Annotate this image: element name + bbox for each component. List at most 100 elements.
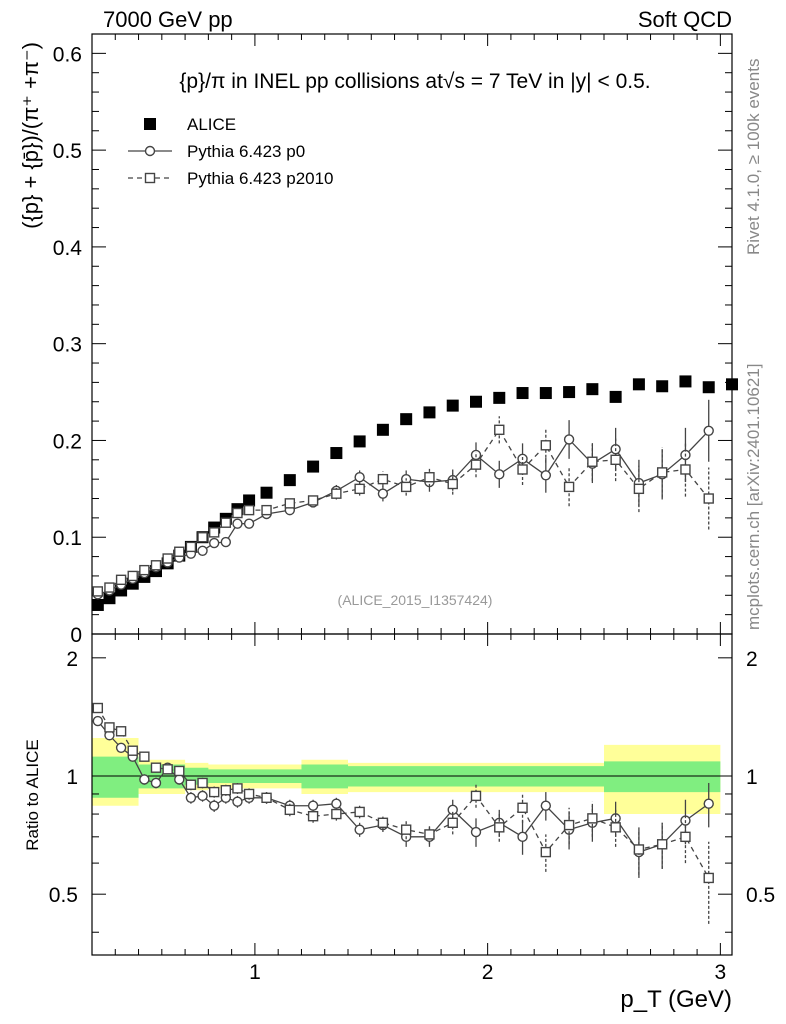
ratio-pythia-p2010-point	[284, 804, 296, 816]
pythia-p0-point	[540, 470, 552, 481]
header-right: Soft QCD	[637, 7, 732, 32]
ratio-pythia-p2010-point	[587, 813, 598, 824]
pythia-p2010-point	[174, 546, 185, 557]
pythia-p2010-point	[150, 560, 162, 571]
ratio-y-tick-label-right: 2	[746, 648, 758, 671]
alice-point	[563, 386, 576, 399]
pythia-p2010-point	[220, 517, 232, 528]
ratio-pythia-p2010-point	[307, 810, 319, 822]
legend-marker	[144, 118, 156, 130]
pythia-p2010-point	[232, 507, 243, 519]
main-y-tick-label: 0.6	[53, 43, 82, 66]
ratio-pythia-p2010-point	[208, 786, 220, 798]
ratio-pythia-p2010-point	[517, 802, 528, 813]
ratio-pythia-p2010-point	[354, 806, 365, 818]
alice-point	[493, 391, 506, 404]
pythia-p0-point	[243, 518, 255, 529]
alice-point	[91, 598, 104, 611]
pythia-p2010-point	[680, 464, 691, 475]
pythia-p2010-point	[354, 483, 365, 495]
ratio-pythia-p2010-point	[162, 764, 173, 775]
alice-point	[423, 406, 436, 419]
pythia-p2010-point	[447, 478, 458, 490]
ratio-pythia-p2010-point	[243, 788, 255, 800]
ratio-pythia-p0-point	[197, 790, 208, 802]
alice-point	[679, 375, 692, 388]
pythia-p2010-point	[517, 464, 528, 475]
ratio-pythia-p0-point	[331, 798, 342, 809]
main-y-tick-label: 0	[70, 624, 82, 647]
pythia-p2010-point	[656, 467, 668, 478]
pythia-p2010-point	[162, 553, 173, 564]
ratio-pythia-p2010-point	[232, 783, 243, 794]
main-y-tick-label: 0.3	[53, 334, 82, 357]
legend-label: ALICE	[187, 115, 236, 134]
ratio-pythia-p0-point	[517, 831, 528, 843]
ratio-pythia-p2010-point	[92, 702, 104, 714]
ratio-pythia-p0-point	[150, 777, 162, 789]
alice-point	[632, 378, 645, 391]
alice-point	[103, 592, 116, 605]
x-tick-label: 3	[715, 961, 727, 984]
pythia-p2010-point	[92, 586, 104, 597]
ratio-pythia-p2010-point	[377, 817, 389, 828]
main-y-tick-label: 0.1	[53, 527, 82, 550]
pythia-p2010-point	[284, 498, 296, 509]
ratio-pythia-p2010-point	[220, 785, 232, 796]
ratio-pythia-p0-point	[185, 792, 197, 804]
ratio-pythia-p2010-point	[680, 831, 691, 843]
ratio-pythia-p2010-point	[563, 819, 575, 831]
ratio-pythia-p2010-point	[494, 822, 505, 833]
ratio-pythia-p0-point	[540, 800, 552, 811]
ratio-pythia-p0-point	[232, 796, 243, 807]
pythia-p0-point	[703, 425, 714, 436]
legend-label: Pythia 6.423 p2010	[187, 169, 334, 188]
ratio-pythia-p0-point	[354, 824, 365, 835]
alice-point	[726, 378, 738, 391]
x-tick-label: 2	[482, 961, 494, 984]
alice-point	[586, 383, 599, 396]
alice-point	[307, 460, 320, 473]
legend-label: Pythia 6.423 p0	[187, 142, 305, 161]
ratio-pythia-p2010-point	[185, 779, 197, 790]
ratio-pythia-p2010-line	[97, 707, 710, 879]
pythia-p2010-point	[104, 582, 115, 593]
alice-point	[283, 474, 296, 487]
pythia-p0-point	[563, 434, 575, 445]
pythia-p2010-point	[540, 440, 552, 451]
ratio-pythia-p2010-point	[703, 872, 714, 884]
pythia-p2010-point	[470, 459, 482, 470]
alice-point	[353, 435, 366, 448]
ratio-frame	[91, 633, 733, 956]
ratio-pythia-p2010-point	[470, 790, 482, 802]
pythia-p0-line	[97, 430, 710, 595]
x-tick-label: 1	[249, 961, 261, 984]
ratio-pythia-p2010-point	[331, 808, 342, 820]
pythia-p2010-point	[243, 504, 255, 516]
alice-point	[702, 381, 715, 394]
alice-point	[656, 380, 669, 393]
ratio-pythia-p2010-point	[656, 839, 668, 850]
pythia-p0-point	[232, 518, 243, 529]
pythia-p2010-point	[115, 574, 127, 586]
plot-title: {p}/π in INEL pp collisions at√s = 7 TeV…	[179, 70, 650, 93]
ratio-y-axis-label: Ratio to ALICE	[23, 739, 42, 851]
ratio-pythia-p2010-point	[197, 777, 208, 789]
ratio-y-tick-label: 2	[66, 648, 78, 671]
pythia-p2010-point	[610, 454, 621, 466]
ratio-pythia-p2010-point	[139, 751, 150, 762]
pythia-p2010-point	[494, 424, 505, 436]
ratio-y-tick-label-right: 0.5	[746, 884, 775, 907]
pythia-p2010-series	[92, 416, 714, 597]
pythia-p0-point	[197, 545, 208, 556]
pythia-p2010-point	[185, 541, 197, 553]
pythia-p2010-point	[127, 570, 138, 582]
pythia-p2010-point	[307, 495, 319, 506]
ratio-pythia-p2010-point	[150, 762, 162, 773]
pythia-p2010-point	[400, 481, 412, 493]
main-y-tick-label: 0.4	[53, 237, 83, 260]
pythia-p2010-point	[424, 472, 435, 483]
alice-point	[609, 390, 622, 403]
ratio-y-tick-label: 0.5	[49, 884, 78, 907]
